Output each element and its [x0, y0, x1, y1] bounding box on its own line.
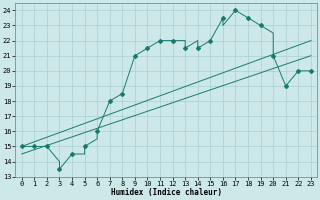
X-axis label: Humidex (Indice chaleur): Humidex (Indice chaleur) [111, 188, 222, 197]
